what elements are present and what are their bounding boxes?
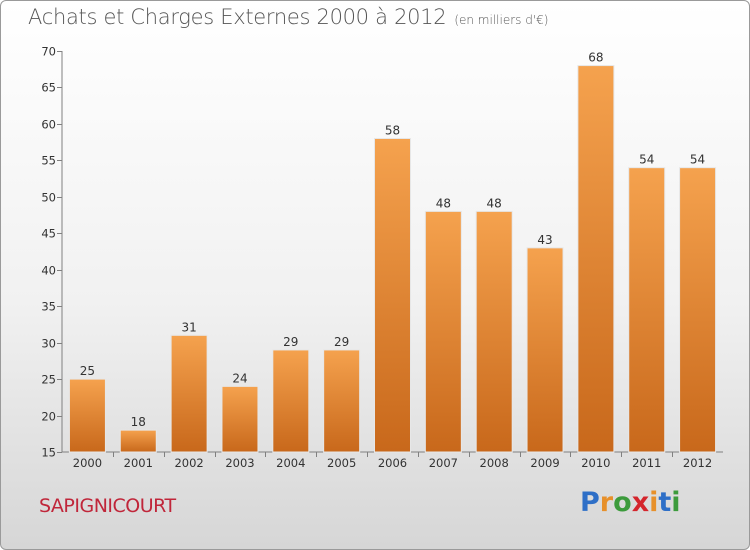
x-tick-label: 2003 — [225, 456, 254, 470]
x-tick-label: 2008 — [480, 456, 509, 470]
bar-value-label: 58 — [385, 123, 400, 137]
bar-value-label: 29 — [283, 335, 298, 349]
bar — [170, 334, 208, 453]
bar — [475, 210, 513, 453]
title-unit: (en milliers d'€) — [454, 13, 549, 27]
bar — [323, 349, 361, 453]
bar — [374, 137, 411, 453]
bar — [119, 429, 157, 453]
x-tick-label: 2009 — [530, 456, 559, 470]
y-tick-label: 25 — [41, 373, 56, 387]
y-tick-label: 15 — [41, 446, 56, 460]
x-tick-label: 2002 — [174, 456, 203, 470]
y-tick-label: 60 — [41, 118, 56, 132]
logo-letter: i — [671, 487, 681, 518]
bar-value-label: 68 — [588, 51, 603, 65]
logo-letter: r — [599, 487, 614, 518]
bar — [424, 210, 462, 453]
bar — [68, 378, 106, 453]
x-tick-label: 2007 — [429, 456, 458, 470]
bar — [272, 349, 310, 453]
x-tick-label: 2004 — [276, 456, 305, 470]
commune-name: SAPIGNICOURT — [39, 495, 176, 517]
bar — [526, 247, 564, 453]
bar-value-label: 25 — [80, 364, 95, 378]
bar-value-label: 18 — [131, 415, 146, 429]
title-main: Achats et Charges Externes 2000 à 2012 — [28, 5, 447, 29]
y-tick-label: 55 — [41, 154, 56, 168]
y-tick-label: 65 — [41, 81, 56, 95]
bar — [679, 167, 717, 453]
bar-value-label: 29 — [334, 335, 349, 349]
y-tick-label: 45 — [41, 227, 56, 241]
bar-value-label: 48 — [487, 196, 502, 210]
y-tick-label: 40 — [41, 264, 56, 278]
logo-letter: x — [631, 487, 650, 518]
x-tick-label: 2012 — [683, 456, 712, 470]
y-tick-label: 35 — [41, 300, 56, 314]
x-tick-label: 2010 — [581, 456, 610, 470]
bar — [628, 167, 666, 453]
x-tick-label: 2011 — [632, 456, 661, 470]
chart-title: Achats et Charges Externes 2000 à 2012 (e… — [28, 5, 548, 29]
y-tick-label: 20 — [41, 410, 56, 424]
logo-letter: o — [613, 487, 632, 518]
x-tick-label: 2000 — [73, 456, 102, 470]
logo-letter: t — [658, 487, 672, 518]
y-tick-label: 70 — [41, 45, 56, 59]
bar — [577, 65, 615, 453]
x-tick-label: 2001 — [124, 456, 153, 470]
bar-value-label: 54 — [639, 153, 654, 167]
x-tick-label: 2006 — [378, 456, 407, 470]
y-tick-label: 50 — [41, 191, 56, 205]
bar — [221, 385, 259, 453]
bar-value-label: 48 — [436, 196, 451, 210]
y-tick-label: 30 — [41, 337, 56, 351]
proxiti-logo: Proxiti — [580, 487, 681, 518]
bar-value-label: 54 — [690, 153, 705, 167]
bar-value-label: 24 — [232, 371, 247, 385]
bar-value-label: 43 — [537, 233, 552, 247]
logo-letter: P — [580, 487, 600, 518]
x-tick-label: 2005 — [327, 456, 356, 470]
logo-letter: i — [649, 487, 659, 518]
bar-value-label: 31 — [181, 320, 196, 334]
